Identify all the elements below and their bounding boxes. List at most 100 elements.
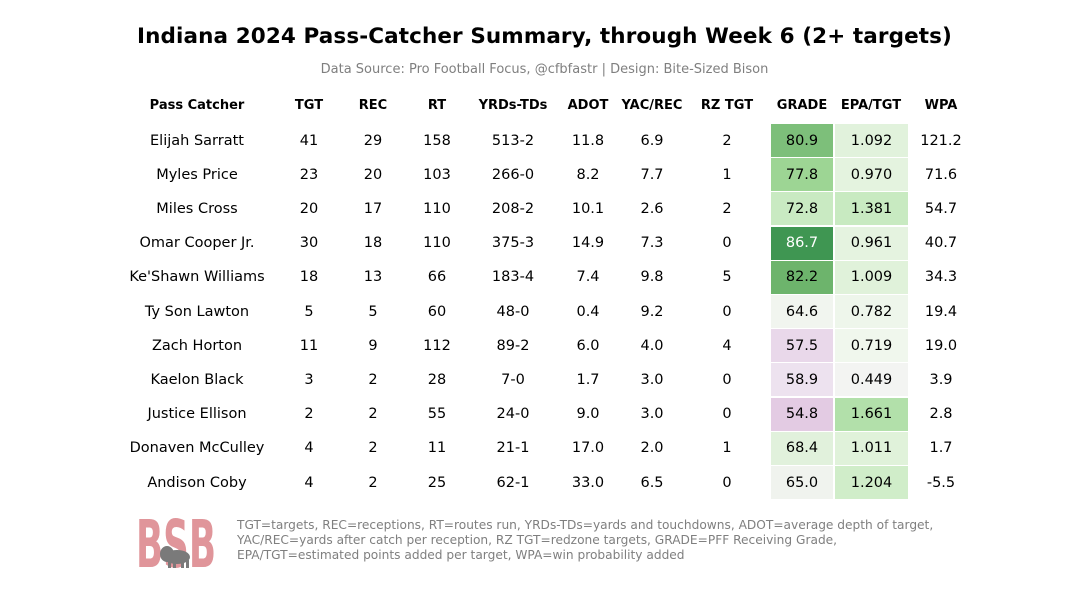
cell-rec: 18: [363, 235, 383, 252]
cell-pass-catcher: Donaven McCulley: [129, 440, 265, 457]
cell-grade: 58.9: [771, 363, 833, 397]
cell-epa-tgt: 0.961: [835, 226, 908, 260]
cell-rt: 55: [427, 406, 447, 423]
cell-pass-catcher: Miles Cross: [156, 200, 238, 217]
header-epa-tgt: EPA/TGT: [840, 98, 902, 113]
footnote-line-2: YAC/REC=yards after catch per reception,…: [237, 533, 838, 547]
cell-yac-rec: 3.0: [640, 371, 664, 388]
cell-yrds-tds: 24-0: [496, 406, 530, 423]
cell-tgt: 20: [299, 200, 319, 217]
cell-adot: 8.2: [576, 166, 600, 183]
cell-pass-catcher: Elijah Sarratt: [150, 132, 244, 149]
cell-adot: 0.4: [576, 303, 600, 320]
cell-epa-tgt: 1.092: [835, 124, 908, 157]
header-wpa: WPA: [924, 98, 958, 113]
cell-wpa: 121.2: [920, 132, 962, 149]
cell-yrds-tds: 7-0: [501, 371, 525, 388]
bison-icon: [160, 546, 190, 568]
cell-grade: 72.8: [771, 192, 833, 226]
cell-pass-catcher: Justice Ellison: [147, 406, 247, 423]
cell-grade: 68.4: [771, 431, 833, 465]
cell-rz-tgt: 0: [722, 406, 732, 423]
bsb-logo: BSB: [136, 506, 216, 583]
header-yrds-tds: YRDs-TDs: [478, 98, 548, 113]
cell-adot: 10.1: [571, 200, 605, 217]
cell-grade: 64.6: [771, 295, 833, 328]
cell-grade: 77.8: [771, 158, 833, 192]
cell-yac-rec: 4.0: [640, 337, 664, 354]
cell-rec: 2: [368, 440, 378, 457]
cell-pass-catcher: Ke'Shawn Williams: [129, 269, 265, 286]
cell-tgt: 4: [304, 440, 314, 457]
cell-rec: 2: [368, 406, 378, 423]
cell-wpa: 40.7: [924, 235, 958, 252]
cell-pass-catcher: Zach Horton: [151, 337, 243, 354]
cell-yrds-tds: 208-2: [491, 200, 535, 217]
cell-yrds-tds: 183-4: [491, 269, 535, 286]
cell-yrds-tds: 375-3: [491, 235, 535, 252]
header-pass-catcher: Pass Catcher: [149, 98, 245, 113]
cell-tgt: 5: [304, 303, 314, 320]
cell-adot: 14.9: [571, 235, 605, 252]
cell-epa-tgt: 0.782: [835, 295, 908, 328]
cell-yac-rec: 2.6: [640, 200, 664, 217]
cell-epa-tgt: 0.719: [835, 329, 908, 363]
cell-epa-tgt: 1.011: [835, 431, 908, 465]
cell-epa-tgt: 1.009: [835, 260, 908, 294]
cell-adot: 11.8: [571, 132, 605, 149]
cell-yac-rec: 7.7: [640, 166, 664, 183]
cell-yrds-tds: 48-0: [496, 303, 530, 320]
cell-wpa: 34.3: [924, 269, 958, 286]
cell-rec: 9: [368, 337, 378, 354]
cell-rt: 25: [427, 474, 447, 491]
cell-pass-catcher: Kaelon Black: [150, 371, 244, 388]
header-adot: ADOT: [567, 98, 609, 113]
cell-rz-tgt: 4: [722, 337, 732, 354]
cell-wpa: 19.4: [924, 303, 958, 320]
cell-tgt: 41: [299, 132, 319, 149]
header-yac-rec: YAC/REC: [621, 98, 683, 113]
cell-rt: 11: [427, 440, 447, 457]
cell-wpa: 19.0: [924, 337, 958, 354]
cell-yrds-tds: 89-2: [496, 337, 530, 354]
cell-yac-rec: 6.9: [640, 132, 664, 149]
cell-wpa: 1.7: [929, 440, 953, 457]
header-grade: GRADE: [776, 98, 828, 113]
cell-grade: 82.2: [771, 260, 833, 294]
cell-rec: 5: [368, 303, 378, 320]
cell-yrds-tds: 513-2: [491, 132, 535, 149]
cell-rec: 2: [368, 371, 378, 388]
cell-grade: 80.9: [771, 124, 833, 157]
cell-yac-rec: 9.8: [640, 269, 664, 286]
cell-tgt: 30: [299, 235, 319, 252]
cell-epa-tgt: 0.449: [835, 363, 908, 397]
chart-title: Indiana 2024 Pass-Catcher Summary, throu…: [137, 24, 952, 49]
cell-adot: 6.0: [576, 337, 600, 354]
cell-rec: 29: [363, 132, 383, 149]
cell-epa-tgt: 1.381: [835, 192, 908, 226]
cell-rec: 20: [363, 166, 383, 183]
header-tgt: TGT: [294, 98, 324, 113]
cell-rz-tgt: 5: [722, 269, 732, 286]
cell-yac-rec: 6.5: [640, 474, 664, 491]
cell-wpa: -5.5: [926, 474, 956, 491]
cell-pass-catcher: Omar Cooper Jr.: [139, 235, 255, 252]
cell-pass-catcher: Ty Son Lawton: [144, 303, 250, 320]
cell-adot: 7.4: [576, 269, 600, 286]
cell-wpa: 3.9: [929, 371, 953, 388]
cell-rec: 13: [363, 269, 383, 286]
header-rz-tgt: RZ TGT: [700, 98, 754, 113]
cell-rt: 66: [427, 269, 447, 286]
cell-yac-rec: 2.0: [640, 440, 664, 457]
cell-tgt: 18: [299, 269, 319, 286]
cell-rec: 2: [368, 474, 378, 491]
cell-rt: 158: [423, 132, 451, 149]
cell-yac-rec: 9.2: [640, 303, 664, 320]
cell-tgt: 3: [304, 371, 314, 388]
footnote-line-3: EPA/TGT=estimated points added per targe…: [237, 548, 685, 562]
chart-subtitle: Data Source: Pro Football Focus, @cfbfas…: [320, 62, 769, 77]
cell-rz-tgt: 2: [722, 200, 732, 217]
cell-wpa: 54.7: [924, 200, 958, 217]
cell-rz-tgt: 0: [722, 371, 732, 388]
cell-rz-tgt: 2: [722, 132, 732, 149]
